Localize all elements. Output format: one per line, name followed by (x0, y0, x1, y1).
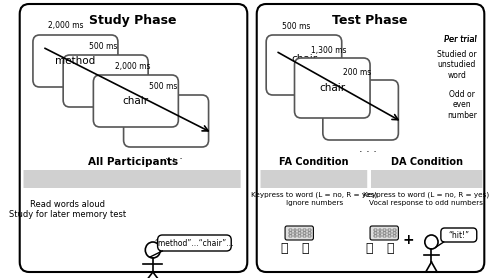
FancyBboxPatch shape (388, 235, 391, 237)
Text: FA Condition: FA Condition (278, 157, 348, 167)
FancyBboxPatch shape (388, 232, 391, 234)
FancyBboxPatch shape (289, 232, 292, 234)
FancyBboxPatch shape (294, 229, 296, 230)
Text: 1,300 ms: 1,300 ms (311, 46, 346, 55)
Text: All Participants: All Participants (88, 157, 178, 167)
Text: Per trial: Per trial (444, 35, 477, 44)
Text: method: method (56, 56, 96, 66)
Text: Keypress to word (L = no, R = yes)
Ignore numbers: Keypress to word (L = no, R = yes) Ignor… (252, 192, 378, 205)
Text: “method”…“chair”…: “method”…“chair”… (154, 239, 234, 247)
FancyBboxPatch shape (441, 228, 477, 242)
FancyBboxPatch shape (289, 229, 292, 230)
FancyBboxPatch shape (378, 229, 382, 230)
FancyBboxPatch shape (378, 232, 382, 234)
Text: 2,000 ms: 2,000 ms (116, 62, 151, 71)
Text: 👉: 👉 (301, 242, 308, 254)
FancyBboxPatch shape (308, 229, 310, 230)
FancyBboxPatch shape (298, 235, 301, 237)
FancyBboxPatch shape (384, 235, 386, 237)
FancyBboxPatch shape (303, 229, 306, 230)
FancyBboxPatch shape (378, 235, 382, 237)
FancyBboxPatch shape (374, 232, 376, 234)
Text: 2,000 ms: 2,000 ms (48, 21, 84, 30)
FancyBboxPatch shape (260, 170, 367, 188)
FancyBboxPatch shape (392, 229, 396, 230)
FancyBboxPatch shape (308, 235, 310, 237)
FancyBboxPatch shape (298, 229, 301, 230)
Text: “hit!”: “hit!” (448, 230, 469, 240)
FancyBboxPatch shape (303, 235, 306, 237)
FancyBboxPatch shape (298, 232, 301, 234)
FancyBboxPatch shape (371, 170, 482, 188)
Text: 500 ms: 500 ms (88, 42, 117, 51)
FancyBboxPatch shape (33, 35, 118, 87)
FancyBboxPatch shape (308, 232, 310, 234)
FancyBboxPatch shape (285, 226, 314, 240)
FancyBboxPatch shape (392, 235, 396, 237)
Text: 👈: 👈 (280, 242, 288, 254)
FancyBboxPatch shape (294, 232, 296, 234)
Text: Study Phase: Study Phase (90, 14, 177, 27)
Text: 500 ms: 500 ms (149, 82, 178, 91)
FancyBboxPatch shape (266, 35, 342, 95)
FancyBboxPatch shape (374, 229, 376, 230)
FancyBboxPatch shape (294, 235, 296, 237)
Text: chair: chair (123, 96, 149, 106)
Text: Test Phase: Test Phase (332, 14, 408, 27)
FancyBboxPatch shape (20, 4, 248, 272)
Text: +: + (402, 233, 413, 247)
FancyBboxPatch shape (289, 235, 292, 237)
FancyBboxPatch shape (94, 75, 178, 127)
FancyBboxPatch shape (124, 95, 208, 147)
Text: . . .: . . . (164, 151, 182, 161)
FancyBboxPatch shape (384, 229, 386, 230)
Text: Keypress to word (L = no, R = yes)
Vocal response to odd numbers: Keypress to word (L = no, R = yes) Vocal… (362, 192, 489, 205)
Text: chair: chair (319, 83, 345, 93)
Text: 500 ms: 500 ms (282, 22, 310, 31)
Text: Odd or
even
number: Odd or even number (447, 90, 477, 120)
Text: chair
7: chair 7 (291, 54, 317, 76)
FancyBboxPatch shape (158, 235, 231, 251)
Text: 👈: 👈 (366, 242, 373, 254)
Text: Studied or
unstudied
word: Studied or unstudied word (437, 50, 477, 80)
Text: 👉: 👉 (386, 242, 394, 254)
FancyBboxPatch shape (323, 80, 398, 140)
FancyBboxPatch shape (384, 232, 386, 234)
FancyBboxPatch shape (370, 226, 398, 240)
FancyBboxPatch shape (24, 170, 240, 188)
Text: Read words aloud
Study for later memory test: Read words aloud Study for later memory … (10, 200, 126, 219)
Text: . . .: . . . (359, 144, 377, 154)
FancyBboxPatch shape (388, 229, 391, 230)
Text: 200 ms: 200 ms (342, 68, 371, 77)
Text: DA Condition: DA Condition (390, 157, 462, 167)
FancyBboxPatch shape (294, 58, 370, 118)
FancyBboxPatch shape (256, 4, 484, 272)
FancyBboxPatch shape (374, 235, 376, 237)
FancyBboxPatch shape (303, 232, 306, 234)
FancyBboxPatch shape (392, 232, 396, 234)
Text: Per trial: Per trial (444, 35, 477, 44)
FancyBboxPatch shape (63, 55, 148, 107)
